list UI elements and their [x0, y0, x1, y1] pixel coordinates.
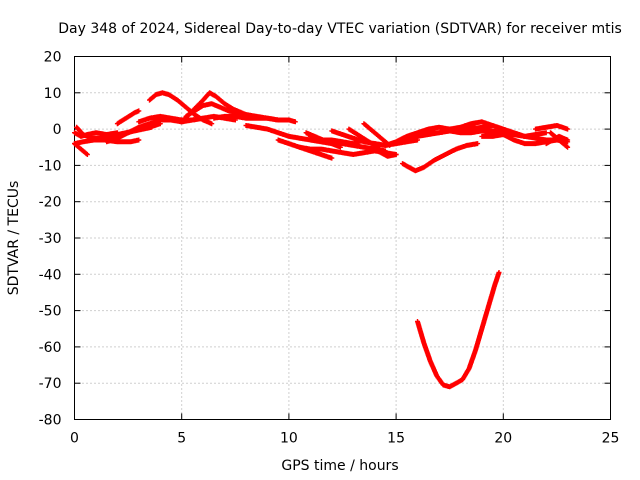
y-tick-label: -40: [39, 267, 62, 283]
series-markers: [415, 270, 502, 390]
series-arc-31: [548, 130, 571, 150]
series-markers: [400, 141, 481, 174]
series-arc-29: [533, 123, 571, 132]
series-arc-24: [400, 141, 481, 174]
y-tick-label: 0: [53, 122, 62, 138]
x-tick-label: 5: [177, 431, 186, 447]
series-markers: [297, 144, 335, 161]
y-tick-label: -50: [39, 304, 62, 320]
series-arc-32: [415, 270, 502, 390]
y-tick-label: -70: [39, 376, 62, 392]
y-tick-label: 10: [44, 86, 62, 102]
y-tick-label: -30: [39, 231, 62, 247]
y-axis-label: SDTVAR / TECUs: [6, 181, 22, 296]
series-layer: [72, 90, 571, 390]
series-markers: [114, 108, 142, 127]
x-axis-label: GPS time / hours: [281, 458, 398, 474]
series-arc-06: [114, 108, 142, 127]
x-tick-label: 25: [602, 431, 620, 447]
y-tick-label: -20: [39, 195, 62, 211]
x-tick-label: 20: [494, 431, 512, 447]
axis-ticks: 0 5 10 15 20 25 -80 -70 -60 -50 -40 -30 -20 -10 0 10 20: [39, 50, 620, 447]
x-tick-label: 10: [280, 431, 298, 447]
y-tick-label: -60: [39, 340, 62, 356]
series-arc-21: [372, 146, 399, 159]
grid-lines: [74, 56, 611, 420]
series-markers: [533, 123, 571, 132]
x-tick-label: 15: [387, 431, 405, 447]
series-markers: [211, 113, 298, 125]
y-tick-label: 20: [44, 50, 62, 66]
y-tick-label: -80: [39, 413, 62, 429]
series-arc-12: [211, 113, 298, 125]
series-markers: [372, 146, 399, 159]
series-markers: [548, 130, 571, 150]
series-arc-15: [297, 144, 335, 161]
series-arc-03: [72, 141, 90, 157]
chart-title: Day 348 of 2024, Sidereal Day-to-day VTE…: [58, 21, 622, 37]
y-tick-label: -10: [39, 158, 62, 174]
series-markers: [72, 141, 90, 157]
x-tick-label: 0: [70, 431, 79, 447]
